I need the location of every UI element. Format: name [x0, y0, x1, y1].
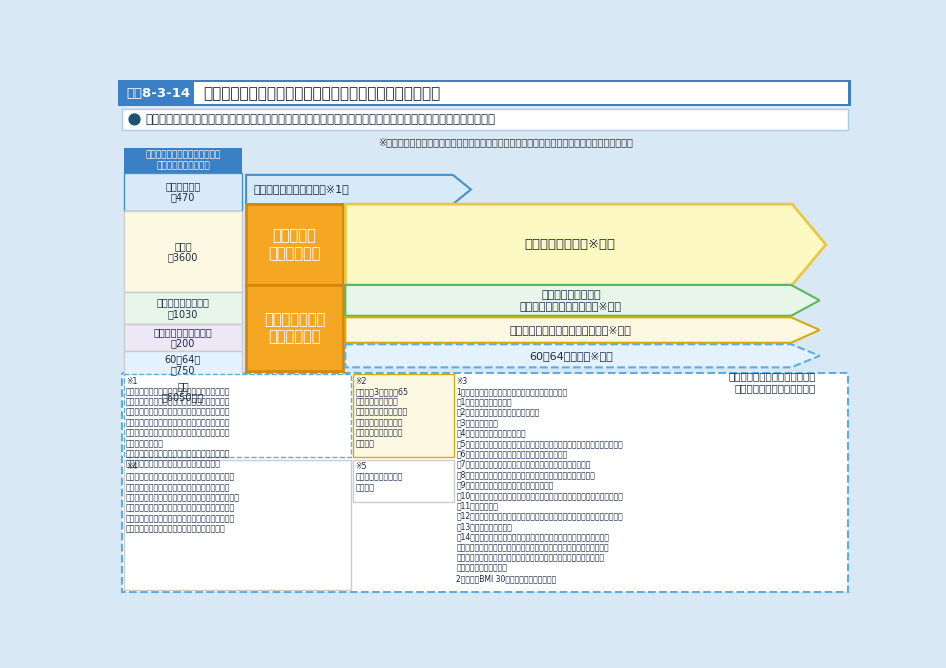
Text: ※5
・　ワクチンの供給量
　による: ※5 ・ ワクチンの供給量 による [356, 462, 403, 492]
FancyBboxPatch shape [194, 82, 848, 104]
Text: 接種順位の上位に位置づける者
の規模の推計（万人）: 接種順位の上位に位置づける者 の規模の推計（万人） [146, 150, 220, 170]
Text: 高齢者への
クーポン配布: 高齢者への クーポン配布 [269, 228, 321, 261]
FancyBboxPatch shape [124, 324, 242, 351]
FancyBboxPatch shape [124, 148, 242, 172]
FancyBboxPatch shape [124, 460, 351, 590]
Text: 基礎疾患を有する者
（高齢者以外）への接種（※３）: 基礎疾患を有する者 （高齢者以外）への接種（※３） [520, 290, 622, 311]
FancyBboxPatch shape [353, 374, 454, 458]
Text: 図表8-3-14: 図表8-3-14 [126, 87, 190, 100]
FancyBboxPatch shape [122, 373, 848, 593]
FancyBboxPatch shape [124, 378, 242, 405]
FancyBboxPatch shape [353, 460, 454, 502]
Text: 高齢者以外への
クーポン配布: 高齢者以外への クーポン配布 [264, 312, 325, 344]
FancyBboxPatch shape [122, 132, 848, 403]
Text: ※1
・　新型コロナウイルス感染症患者（新型コロナ
　ウイルス感染症疑い患者を含む。以下同じ。）
　に直接医療を提供する施設の医療従事者等（新
　型コロナウイル: ※1 ・ 新型コロナウイルス感染症患者（新型コロナ ウイルス感染症疑い患者を含む… [126, 377, 231, 469]
FancyBboxPatch shape [124, 172, 242, 211]
Text: 高齢者施設等の従事者への接種（※４）: 高齢者施設等の従事者への接種（※４） [510, 325, 632, 335]
Text: ※3
1．以下の病気や状態の方で、通院／入院している方
　1．慢性の呼吸器の病気
　2．慢性の心臓病（高血圧を含む。）
　3．慢性の腎臓病
　4．慢性の肝臓病（: ※3 1．以下の病気や状態の方で、通院／入院している方 1．慢性の呼吸器の病気 … [456, 377, 623, 583]
Text: 高齢者施設等の従事者
約200: 高齢者施設等の従事者 約200 [153, 327, 212, 349]
Text: 高齢者
約3600: 高齢者 約3600 [167, 240, 198, 263]
FancyBboxPatch shape [124, 211, 242, 292]
Circle shape [129, 114, 140, 125]
Text: 上記以外の者に対し、ワクチン
の供給量等を踏まえ順次接種: 上記以外の者に対し、ワクチン の供給量等を踏まえ順次接種 [728, 371, 815, 393]
FancyBboxPatch shape [124, 374, 351, 458]
Text: 医療従事者等
約470: 医療従事者等 約470 [166, 181, 201, 202]
Polygon shape [345, 204, 826, 285]
FancyBboxPatch shape [122, 109, 848, 130]
Text: 基礎疾患を有する者
約1030: 基礎疾患を有する者 約1030 [156, 297, 209, 319]
Polygon shape [246, 175, 471, 204]
Text: 接種順位の上位に位置づける者の接種順位と規模（想定）: 接種順位の上位に位置づける者の接種順位と規模（想定） [203, 86, 441, 101]
Text: 60～64歳
約750: 60～64歳 約750 [165, 354, 201, 375]
FancyBboxPatch shape [124, 351, 242, 378]
FancyBboxPatch shape [124, 292, 242, 324]
Text: 60～64歳の者（※５）: 60～64歳の者（※５） [529, 351, 613, 361]
Text: ※2
・　令和3年度中に65
　歳以上に達する人
・　ワクチンの供給量・
　時期等によっては、
　細分化が必要な場合
　がある: ※2 ・ 令和3年度中に65 歳以上に達する人 ・ ワクチンの供給量・ 時期等に… [356, 377, 409, 448]
FancyBboxPatch shape [118, 80, 851, 106]
Polygon shape [345, 344, 819, 367]
Text: 高齢者への接種（※２）: 高齢者への接種（※２） [525, 238, 616, 251]
Polygon shape [345, 317, 819, 343]
Text: 医療従事者等への接種（※1）: 医療従事者等への接種（※1） [254, 184, 350, 194]
Text: これまでの議論を踏まえると、接種順位、対象者の範囲・規模について、現時点では以下のように想定される。: これまでの議論を踏まえると、接種順位、対象者の範囲・規模について、現時点では以下… [146, 113, 496, 126]
Text: ※　供給量等を踏まえ、各グループ内でも年齢等により、更に順位が細分化されることがある。: ※ 供給量等を踏まえ、各グループ内でも年齢等により、更に順位が細分化されることが… [377, 137, 633, 147]
Polygon shape [345, 285, 819, 316]
Text: 合計
約6050万人: 合計 約6050万人 [162, 381, 204, 402]
FancyBboxPatch shape [246, 285, 343, 371]
FancyBboxPatch shape [246, 204, 343, 285]
Text: ※4
・　高齢者等が入所・居住する社会福祉施設等（介
　護保険施設、居住系介護サービス、高齢者が入
　所・居住する障害者施設・救護施設等）において、
　利用者に: ※4 ・ 高齢者等が入所・居住する社会福祉施設等（介 護保険施設、居住系介護サー… [126, 462, 240, 534]
